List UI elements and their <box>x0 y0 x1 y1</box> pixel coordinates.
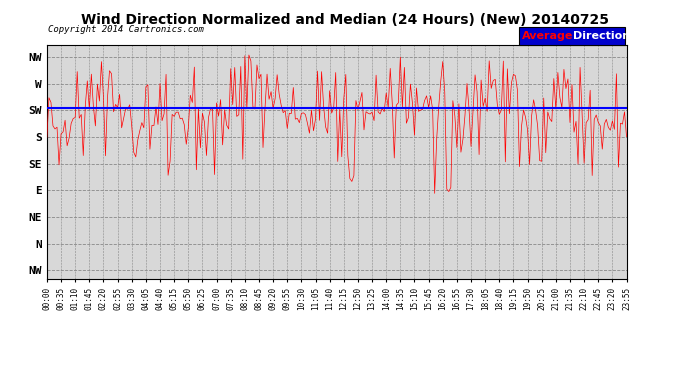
Text: Average: Average <box>522 31 573 41</box>
FancyBboxPatch shape <box>520 27 625 45</box>
Text: Copyright 2014 Cartronics.com: Copyright 2014 Cartronics.com <box>48 26 204 34</box>
Text: Direction: Direction <box>573 31 631 41</box>
Text: Wind Direction Normalized and Median (24 Hours) (New) 20140725: Wind Direction Normalized and Median (24… <box>81 13 609 27</box>
